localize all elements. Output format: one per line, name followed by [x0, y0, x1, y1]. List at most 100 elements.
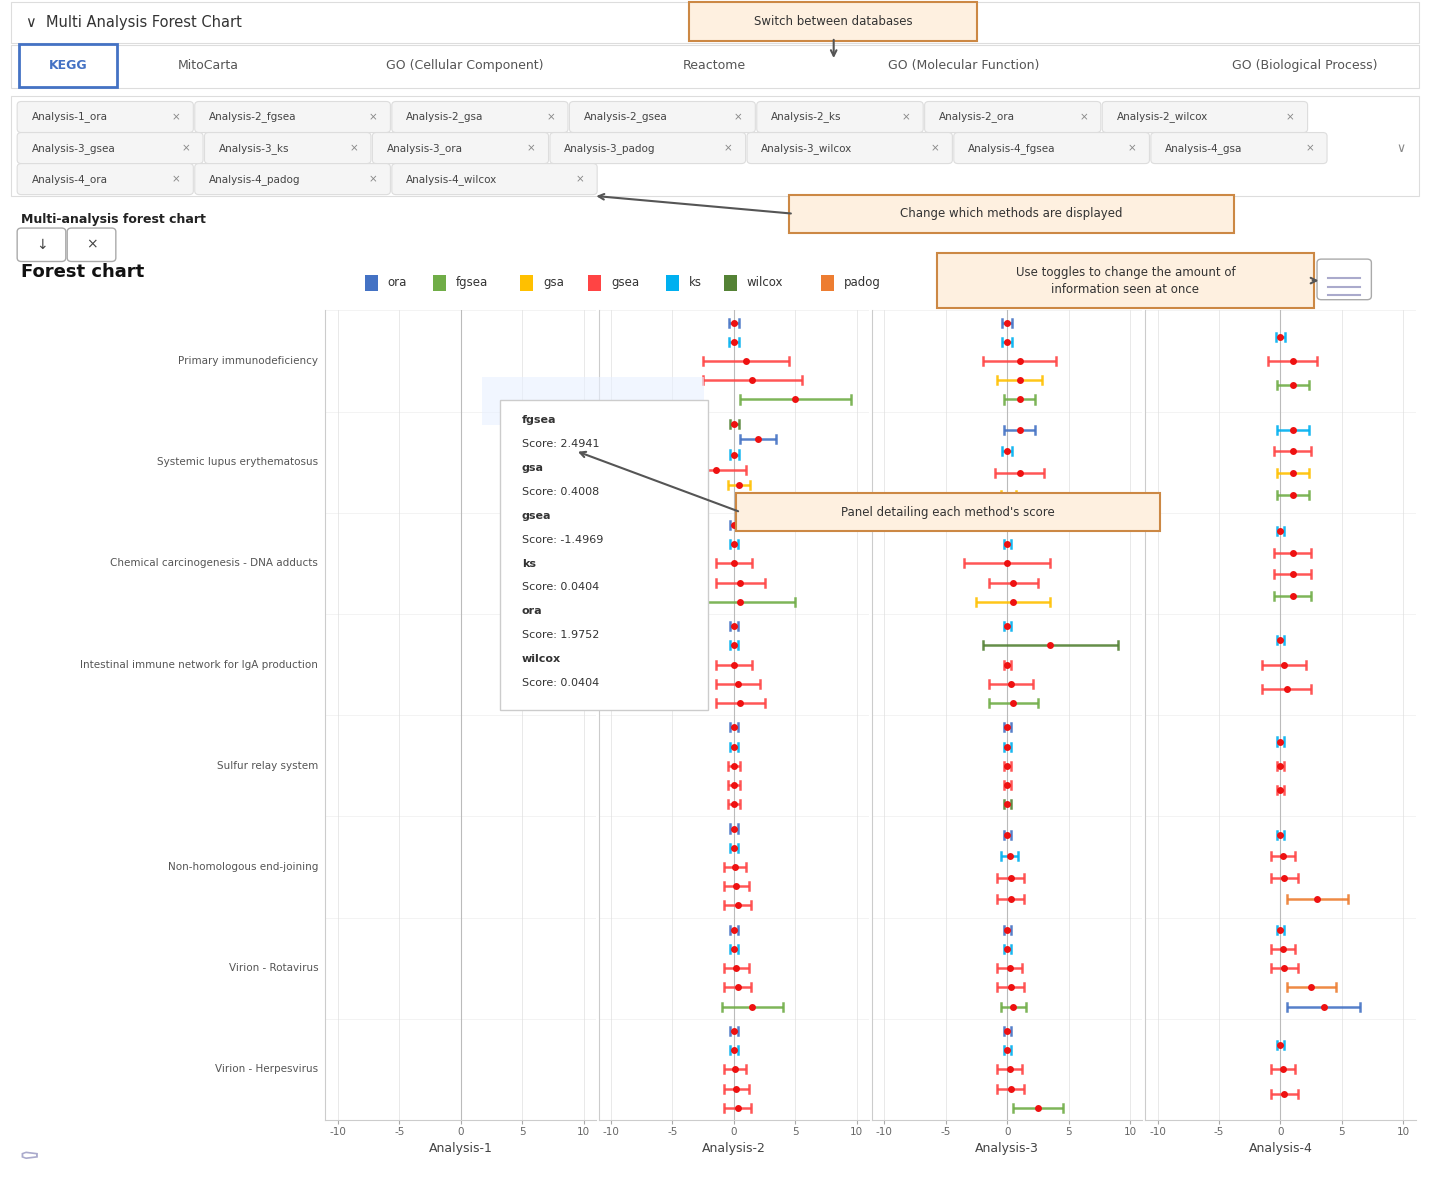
- Text: GO (Cellular Component): GO (Cellular Component): [386, 60, 543, 72]
- Text: Analysis-3_padog: Analysis-3_padog: [565, 142, 656, 154]
- FancyBboxPatch shape: [19, 44, 117, 87]
- FancyBboxPatch shape: [500, 400, 708, 710]
- FancyBboxPatch shape: [194, 101, 390, 133]
- Text: ×: ×: [369, 174, 378, 184]
- Text: ×: ×: [1080, 112, 1088, 122]
- Text: Virion - Rotavirus: Virion - Rotavirus: [229, 964, 319, 973]
- Text: ×: ×: [86, 238, 97, 252]
- Text: Intestinal immune network for IgA production: Intestinal immune network for IgA produc…: [80, 659, 319, 670]
- Text: ×: ×: [1306, 143, 1314, 153]
- Text: ks: ks: [522, 559, 536, 568]
- Text: Analysis-4_wilcox: Analysis-4_wilcox: [406, 173, 498, 185]
- FancyBboxPatch shape: [736, 493, 1160, 531]
- Text: Non-homologous end-joining: Non-homologous end-joining: [167, 862, 319, 872]
- Text: gsea: gsea: [611, 277, 639, 289]
- Text: ora: ora: [522, 607, 542, 616]
- Text: ∨  Multi Analysis Forest Chart: ∨ Multi Analysis Forest Chart: [26, 16, 242, 30]
- FancyBboxPatch shape: [17, 101, 193, 133]
- Text: Virion - Herpesvirus: Virion - Herpesvirus: [214, 1064, 319, 1075]
- Text: Analysis-3_gsea: Analysis-3_gsea: [31, 142, 116, 154]
- Text: ×: ×: [931, 143, 940, 153]
- Text: Analysis-2_wilcox: Analysis-2_wilcox: [1117, 111, 1208, 123]
- FancyBboxPatch shape: [954, 133, 1150, 164]
- Bar: [482, 377, 704, 425]
- Text: ks: ks: [689, 277, 702, 289]
- FancyBboxPatch shape: [569, 101, 755, 133]
- Text: Analysis-1_ora: Analysis-1_ora: [31, 111, 107, 123]
- Text: ×: ×: [1128, 143, 1137, 153]
- Text: Analysis-3_wilcox: Analysis-3_wilcox: [761, 142, 852, 154]
- Text: Use toggles to change the amount of
information seen at once: Use toggles to change the amount of info…: [1015, 265, 1236, 296]
- Text: gsa: gsa: [522, 463, 543, 473]
- FancyBboxPatch shape: [17, 133, 203, 164]
- FancyBboxPatch shape: [17, 228, 66, 261]
- Text: Score: 0.0404: Score: 0.0404: [522, 583, 599, 592]
- Text: Analysis-4_ora: Analysis-4_ora: [31, 173, 107, 185]
- Text: ×: ×: [575, 174, 585, 184]
- FancyBboxPatch shape: [756, 101, 924, 133]
- Text: ora: ora: [388, 277, 408, 289]
- Text: ×: ×: [349, 143, 358, 153]
- Text: ×: ×: [369, 112, 378, 122]
- Text: ∨: ∨: [1397, 142, 1406, 154]
- Text: ⚰: ⚰: [19, 1146, 39, 1170]
- Bar: [521, 275, 533, 290]
- Text: Analysis-2_ks: Analysis-2_ks: [771, 111, 842, 123]
- X-axis label: Analysis-2: Analysis-2: [702, 1143, 766, 1156]
- Text: Switch between databases: Switch between databases: [754, 16, 912, 27]
- FancyBboxPatch shape: [392, 164, 598, 195]
- Text: ×: ×: [172, 112, 180, 122]
- Text: Score: 0.0404: Score: 0.0404: [522, 678, 599, 688]
- Bar: [665, 275, 678, 290]
- Text: Analysis-3_ora: Analysis-3_ora: [386, 142, 463, 154]
- Bar: [11, 45, 1419, 88]
- FancyBboxPatch shape: [67, 228, 116, 261]
- Text: wilcox: wilcox: [522, 654, 561, 664]
- FancyBboxPatch shape: [937, 253, 1314, 308]
- Bar: [588, 275, 601, 290]
- FancyBboxPatch shape: [925, 101, 1101, 133]
- Text: ×: ×: [724, 143, 732, 153]
- Text: ×: ×: [1286, 112, 1294, 122]
- Text: Panel detailing each method's score: Panel detailing each method's score: [841, 506, 1055, 518]
- Text: Primary immunodeficiency: Primary immunodeficiency: [179, 356, 319, 367]
- Text: Sulfur relay system: Sulfur relay system: [217, 761, 319, 771]
- X-axis label: Analysis-3: Analysis-3: [975, 1143, 1040, 1156]
- FancyBboxPatch shape: [204, 133, 370, 164]
- Text: ×: ×: [734, 112, 742, 122]
- Text: Analysis-4_padog: Analysis-4_padog: [209, 173, 300, 185]
- Bar: [365, 275, 378, 290]
- FancyBboxPatch shape: [1103, 101, 1307, 133]
- Bar: [11, 2, 1419, 43]
- Text: Analysis-2_fgsea: Analysis-2_fgsea: [209, 111, 296, 123]
- FancyBboxPatch shape: [551, 133, 745, 164]
- Text: Analysis-2_gsea: Analysis-2_gsea: [583, 111, 668, 123]
- Text: ×: ×: [901, 112, 911, 122]
- FancyBboxPatch shape: [194, 164, 390, 195]
- Text: KEGG: KEGG: [49, 60, 87, 72]
- Text: ×: ×: [546, 112, 555, 122]
- Bar: [724, 275, 736, 290]
- Text: Reactome: Reactome: [682, 60, 746, 72]
- Bar: [821, 275, 834, 290]
- FancyBboxPatch shape: [392, 101, 568, 133]
- Text: Score: -1.4969: Score: -1.4969: [522, 535, 603, 544]
- Text: Analysis-4_fgsea: Analysis-4_fgsea: [968, 142, 1055, 154]
- Text: Score: 2.4941: Score: 2.4941: [522, 439, 599, 449]
- Text: Systemic lupus erythematosus: Systemic lupus erythematosus: [157, 457, 319, 467]
- X-axis label: Analysis-1: Analysis-1: [429, 1143, 492, 1156]
- FancyBboxPatch shape: [746, 133, 952, 164]
- Bar: [11, 96, 1419, 196]
- Text: fgsea: fgsea: [456, 277, 488, 289]
- FancyBboxPatch shape: [1151, 133, 1327, 164]
- Text: ×: ×: [182, 143, 190, 153]
- Text: Chemical carcinogenesis - DNA adducts: Chemical carcinogenesis - DNA adducts: [110, 559, 319, 568]
- Text: Analysis-4_gsa: Analysis-4_gsa: [1165, 142, 1243, 154]
- FancyBboxPatch shape: [17, 164, 193, 195]
- Text: Analysis-3_ks: Analysis-3_ks: [219, 142, 289, 154]
- Text: MitoCarta: MitoCarta: [177, 60, 239, 72]
- FancyBboxPatch shape: [689, 2, 977, 41]
- Text: gsea: gsea: [522, 511, 552, 521]
- Text: fgsea: fgsea: [522, 416, 556, 425]
- FancyBboxPatch shape: [1317, 259, 1371, 300]
